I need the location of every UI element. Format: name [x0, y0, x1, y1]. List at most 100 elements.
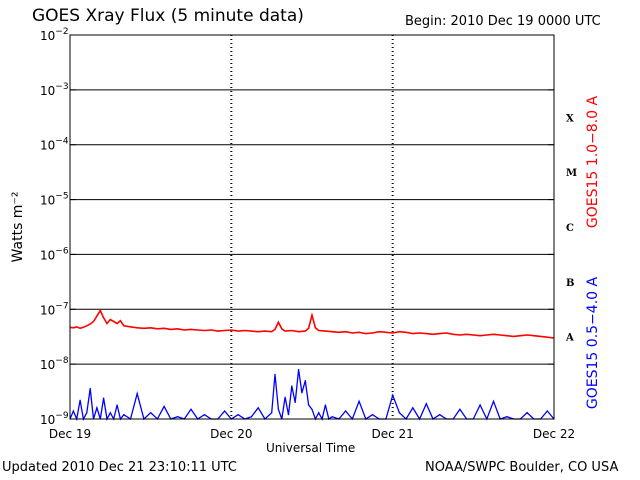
- y-tick-labels: 10−2 10−3 10−4 10−5 10−6 10−7 10−8 10−9: [40, 27, 554, 427]
- data-point: [264, 330, 266, 332]
- y-tick-label: 10−2: [40, 27, 69, 43]
- data-point: [486, 334, 488, 336]
- data-point: [96, 407, 98, 409]
- data-point: [72, 327, 74, 329]
- data-point: [150, 412, 152, 414]
- data-point: [304, 330, 306, 332]
- data-point: [492, 333, 495, 335]
- data-point: [119, 320, 122, 322]
- data-point: [425, 333, 427, 335]
- data-point: [526, 334, 528, 336]
- data-point: [156, 328, 158, 330]
- data-point: [203, 414, 206, 416]
- credit-label: NOAA/SWPC Boulder, CO USA: [425, 460, 619, 475]
- data-point: [274, 373, 276, 376]
- data-point: [314, 327, 316, 329]
- data-point: [123, 414, 125, 416]
- data-point: [103, 317, 105, 319]
- data-point: [143, 327, 145, 329]
- flare-class-label: X: [566, 113, 574, 124]
- data-point: [418, 332, 421, 334]
- data-point: [116, 322, 118, 325]
- data-point: [331, 331, 333, 333]
- data-point: [371, 414, 374, 416]
- data-point: [412, 407, 414, 409]
- flare-class-labels: X M C B A: [565, 113, 577, 343]
- data-point: [492, 400, 495, 402]
- data-point: [257, 331, 259, 333]
- begin-time-label: Begin: 2010 Dec 19 0000 UTC: [405, 14, 601, 29]
- data-point: [89, 323, 91, 325]
- data-point: [176, 416, 179, 418]
- data-point: [371, 332, 374, 334]
- data-point: [385, 331, 387, 333]
- data-point: [345, 331, 347, 333]
- data-point: [230, 329, 232, 331]
- data-point: [539, 335, 542, 338]
- data-point: [358, 331, 360, 333]
- data-point: [345, 410, 347, 412]
- data-point: [324, 330, 327, 332]
- data-point: [237, 330, 239, 332]
- data-point: [526, 412, 528, 414]
- data-point: [466, 333, 468, 335]
- data-point: [398, 412, 400, 414]
- data-point: [308, 327, 310, 329]
- data-point: [284, 396, 286, 398]
- data-point: [331, 416, 333, 418]
- x-tick-label: Dec 20: [210, 427, 252, 441]
- data-point: [203, 329, 206, 332]
- data-point: [183, 329, 185, 331]
- legend-short-channel: GOES15 0.5−4.0 A: [585, 277, 601, 410]
- data-point: [277, 321, 279, 323]
- chart-title: GOES Xray Flux (5 minute data): [32, 6, 304, 26]
- y-axis-title: Watts m⁻²: [10, 192, 26, 263]
- data-point: [136, 393, 138, 395]
- data-point: [86, 412, 88, 414]
- data-point: [459, 408, 461, 410]
- data-point: [452, 333, 454, 335]
- data-point: [217, 330, 219, 332]
- data-point: [210, 329, 212, 331]
- x-tick-labels: Dec 19 Dec 20 Dec 21 Dec 22: [49, 427, 575, 441]
- data-point: [479, 404, 481, 406]
- data-point: [250, 330, 253, 332]
- data-point: [79, 327, 81, 329]
- data-point: [99, 309, 101, 312]
- flare-class-label: B: [566, 278, 574, 289]
- data-point: [96, 315, 98, 317]
- data-point: [324, 404, 327, 406]
- data-point: [338, 331, 340, 333]
- data-point: [82, 326, 85, 328]
- data-point: [513, 335, 515, 338]
- series-short-channel: [69, 369, 555, 422]
- flare-class-label: C: [566, 223, 574, 234]
- data-point: [506, 335, 508, 337]
- data-point: [398, 331, 400, 333]
- data-point: [499, 334, 501, 336]
- data-point: [116, 404, 118, 406]
- data-point: [439, 414, 441, 416]
- x-tick-label: Dec 19: [49, 427, 91, 441]
- data-point: [392, 332, 394, 334]
- data-point: [89, 387, 91, 390]
- flare-class-label: A: [565, 333, 574, 344]
- series-layer: [69, 308, 555, 422]
- data-point: [294, 401, 296, 404]
- y-tick-label: 10−4: [40, 137, 69, 153]
- data-point: [271, 412, 273, 414]
- data-point: [176, 328, 179, 330]
- data-point: [129, 326, 132, 328]
- y-tick-label: 10−8: [40, 356, 69, 372]
- data-point: [432, 333, 434, 335]
- data-point: [163, 327, 165, 329]
- y-tick-label: 10−7: [40, 301, 69, 317]
- data-point: [109, 412, 111, 414]
- data-point: [291, 329, 293, 332]
- data-point: [92, 320, 95, 323]
- data-point: [301, 392, 303, 394]
- data-point: [136, 327, 138, 329]
- data-point: [378, 331, 380, 333]
- data-point: [425, 403, 427, 405]
